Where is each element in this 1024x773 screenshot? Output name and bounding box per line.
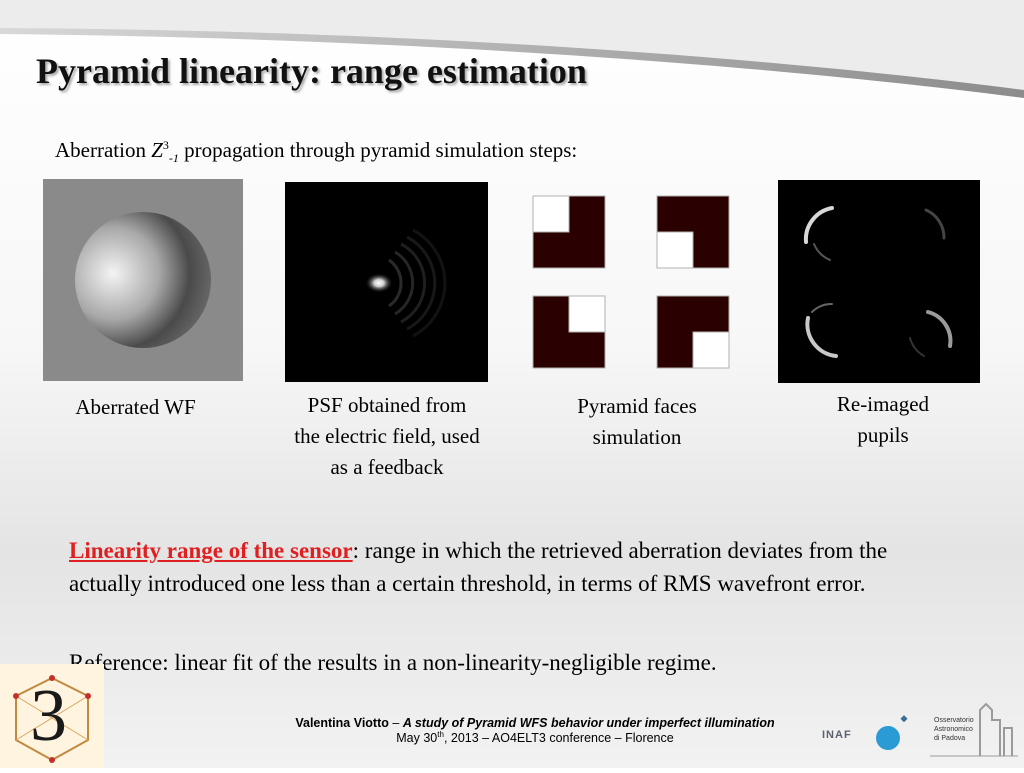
footer: Valentina Viotto – A study of Pyramid WF…: [230, 716, 840, 745]
header-swoosh: [0, 0, 1024, 98]
footer-dash: –: [388, 716, 403, 730]
zernike-symbol: Z: [151, 138, 163, 162]
psf-image: [285, 182, 488, 382]
ao4elt-logo-graphic: [0, 664, 104, 768]
footer-line-1: Valentina Viotto – A study of Pyramid WF…: [230, 716, 840, 730]
caption-psf-line: as a feedback: [330, 455, 444, 479]
caption-pupils-line: Re-imaged: [836, 392, 930, 416]
footer-date: May 30: [396, 731, 438, 746]
observatory-logo: Osservatorio Astronomico di Padova: [930, 698, 1020, 758]
reference-paragraph: Reference: linear fit of the results in …: [69, 650, 717, 675]
aberrated-wf-image: [43, 179, 243, 381]
caption-reimaged-pupils: Re-imaged pupils: [783, 389, 983, 451]
observatory-text-line: Osservatorio: [934, 717, 974, 724]
caption-pyramid-faces: Pyramid faces simulation: [537, 391, 737, 453]
definition-separator: :: [352, 538, 365, 563]
footer-date-suffix: , 2013 – AO4ELT3 conference – Florence: [443, 731, 674, 746]
ao4elt-logo: 3: [0, 664, 104, 768]
observatory-text: Osservatorio Astronomico di Padova: [934, 716, 974, 743]
footer-line-2: May 30th, 2013 – AO4ELT3 conference – Fl…: [230, 730, 840, 745]
caption-psf-line: PSF obtained from: [307, 393, 467, 417]
ao4elt-digit: 3: [30, 675, 67, 757]
zernike-order: 3: [162, 138, 169, 152]
inaf-emblem: [876, 715, 908, 750]
caption-pyramid-line: Pyramid faces: [577, 394, 697, 418]
observatory-tower-icon: [930, 702, 1018, 757]
footer-talk-title: A study of Pyramid WFS behavior under im…: [402, 716, 775, 730]
caption-psf: PSF obtained from the electric field, us…: [262, 390, 512, 483]
inaf-text: INAF: [822, 729, 852, 741]
caption-psf-line: the electric field, used: [294, 424, 480, 448]
caption-pupils-line: pupils: [857, 423, 909, 447]
observatory-text-line: Astronomico: [934, 726, 973, 733]
intro-line: Aberration Z3-1 propagation through pyra…: [55, 138, 577, 166]
pyramid-faces-image: [532, 195, 730, 369]
observatory-text-line: di Padova: [934, 735, 966, 742]
definition-paragraph: Linearity range of the sensor: range in …: [69, 534, 919, 600]
intro-prefix: Aberration: [55, 138, 152, 162]
definition-text: range in which the retrieved aberration …: [69, 538, 888, 596]
intro-suffix: propagation through pyramid simulation s…: [178, 138, 578, 162]
caption-pyramid-line: simulation: [592, 425, 682, 449]
definition-term: Linearity range of the sensor: [69, 538, 353, 563]
inaf-logo: INAF: [822, 712, 912, 756]
caption-aberrated-wf: Aberrated WF: [75, 395, 196, 419]
footer-date-sup: th: [437, 730, 444, 739]
zernike-index: -1: [168, 151, 179, 166]
reimaged-pupils-image: [778, 180, 980, 383]
footer-author: Valentina Viotto: [295, 716, 389, 730]
slide-title: Pyramid linearity: range estimation: [36, 51, 587, 91]
